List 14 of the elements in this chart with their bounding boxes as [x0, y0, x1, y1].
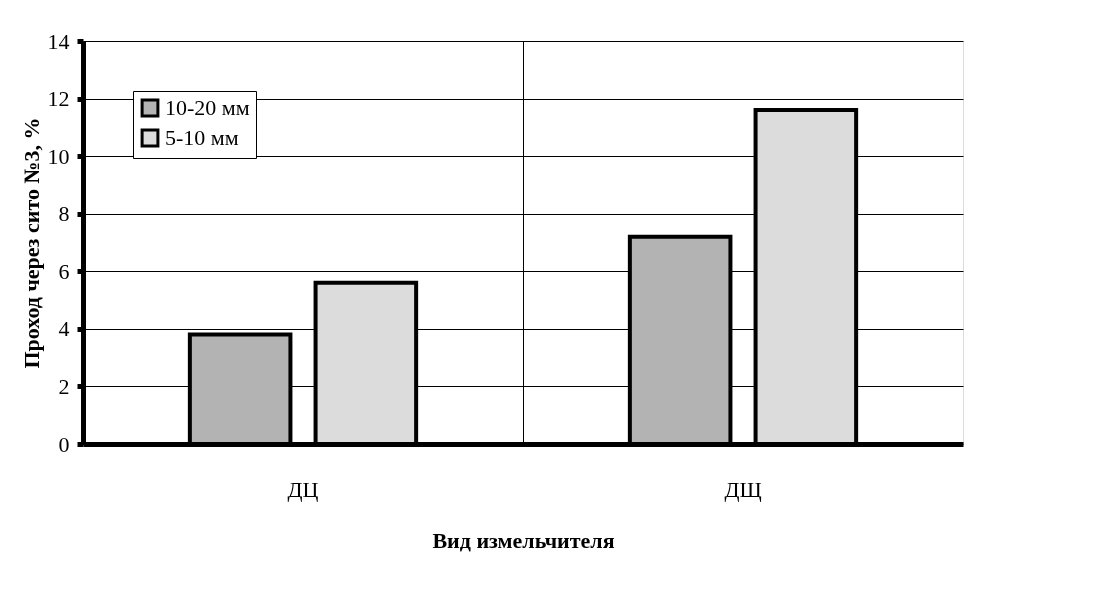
y-axis-title: Проход через сито №3, % — [18, 117, 44, 369]
y-tick-label: 12 — [47, 86, 70, 112]
y-tick-label: 2 — [58, 373, 70, 399]
legend-label: 5-10 мм — [165, 125, 239, 150]
y-tick-label: 8 — [58, 201, 70, 227]
y-tick-label: 14 — [47, 28, 70, 54]
y-tick-label: 6 — [58, 258, 70, 284]
y-tick-label: 0 — [58, 431, 70, 457]
x-tick-label: ДЦ — [287, 476, 319, 502]
y-tick-label: 10 — [47, 143, 70, 169]
y-tick-label: 4 — [58, 316, 70, 342]
x-tick-label: ДЩ — [724, 476, 762, 502]
x-axis-title: Вид измельчителя — [432, 527, 615, 553]
legend-label: 10-20 мм — [165, 95, 250, 120]
